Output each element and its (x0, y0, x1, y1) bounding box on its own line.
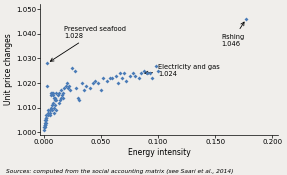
Point (49, 92, 54, 94)
Point (99, 89, 103, 92)
Point (51, 92, 55, 94)
Point (43, 119, 48, 121)
Point (46, 114, 51, 117)
Point (46, 109, 51, 112)
Point (113, 74, 118, 77)
Point (61, 92, 65, 94)
Point (127, 74, 132, 77)
Point (53, 96, 57, 99)
Point (48, 92, 53, 94)
Point (91, 82, 95, 85)
Point (62, 87, 67, 89)
Point (65, 87, 70, 89)
Point (61, 96, 65, 99)
Point (79, 82, 84, 85)
Point (93, 79, 98, 82)
Text: Electricity and gas
1.024: Electricity and gas 1.024 (145, 64, 220, 77)
Point (43, 121, 48, 124)
Point (43, 124, 47, 126)
X-axis label: Energy intensity: Energy intensity (128, 148, 191, 157)
Point (51, 94, 55, 97)
Point (121, 72, 126, 75)
Point (42, 126, 47, 129)
Point (118, 72, 123, 75)
Point (47, 111, 52, 114)
Point (154, 64, 158, 67)
Point (44, 114, 49, 117)
Point (133, 74, 137, 77)
Point (49, 109, 54, 112)
Point (44, 116, 49, 119)
Point (42, 129, 46, 131)
Text: Sources: computed from the social accounting matrix (see Saari et al., 2014): Sources: computed from the social accoun… (6, 169, 233, 174)
Point (54, 109, 59, 112)
Point (101, 77, 106, 80)
Text: Fishing
1.046: Fishing 1.046 (221, 22, 244, 47)
Point (82, 89, 86, 92)
Point (55, 94, 60, 97)
Point (110, 77, 115, 80)
Point (44, 119, 49, 121)
Point (45, 62, 50, 65)
Point (136, 77, 141, 80)
Point (49, 104, 54, 107)
Point (119, 77, 124, 80)
Point (54, 92, 59, 94)
Point (42, 126, 47, 129)
Point (56, 102, 61, 104)
Point (43, 121, 47, 124)
Point (72, 69, 77, 72)
Point (124, 79, 128, 82)
Point (45, 84, 50, 87)
Point (244, 18, 249, 20)
Point (156, 69, 160, 72)
Point (77, 99, 82, 102)
Point (68, 89, 72, 92)
Point (150, 77, 155, 80)
Point (64, 82, 69, 85)
Point (59, 96, 63, 99)
Point (87, 87, 92, 89)
Point (43, 124, 47, 126)
Point (148, 72, 152, 75)
Point (73, 87, 78, 89)
Y-axis label: Unit price changes: Unit price changes (4, 34, 13, 105)
Point (51, 102, 55, 104)
Point (53, 104, 57, 107)
Point (47, 109, 52, 112)
Point (104, 79, 109, 82)
Point (48, 106, 53, 109)
Point (116, 82, 120, 85)
Point (70, 67, 75, 70)
Point (47, 114, 52, 117)
Point (108, 77, 113, 80)
Point (53, 99, 57, 102)
Point (95, 82, 100, 85)
Point (46, 111, 51, 114)
Point (56, 92, 61, 94)
Point (60, 94, 64, 97)
Point (54, 99, 59, 102)
Point (59, 89, 63, 92)
Point (52, 96, 56, 99)
Point (52, 111, 56, 114)
Point (139, 72, 143, 75)
Point (42, 124, 47, 126)
Point (52, 106, 56, 109)
Text: Preserved seafood
1.028: Preserved seafood 1.028 (50, 26, 126, 61)
Point (57, 99, 62, 102)
Point (48, 94, 53, 97)
Point (43, 116, 48, 119)
Point (76, 96, 80, 99)
Point (63, 84, 68, 87)
Point (84, 84, 88, 87)
Point (144, 72, 149, 75)
Point (142, 69, 147, 72)
Point (67, 84, 71, 87)
Point (131, 72, 135, 75)
